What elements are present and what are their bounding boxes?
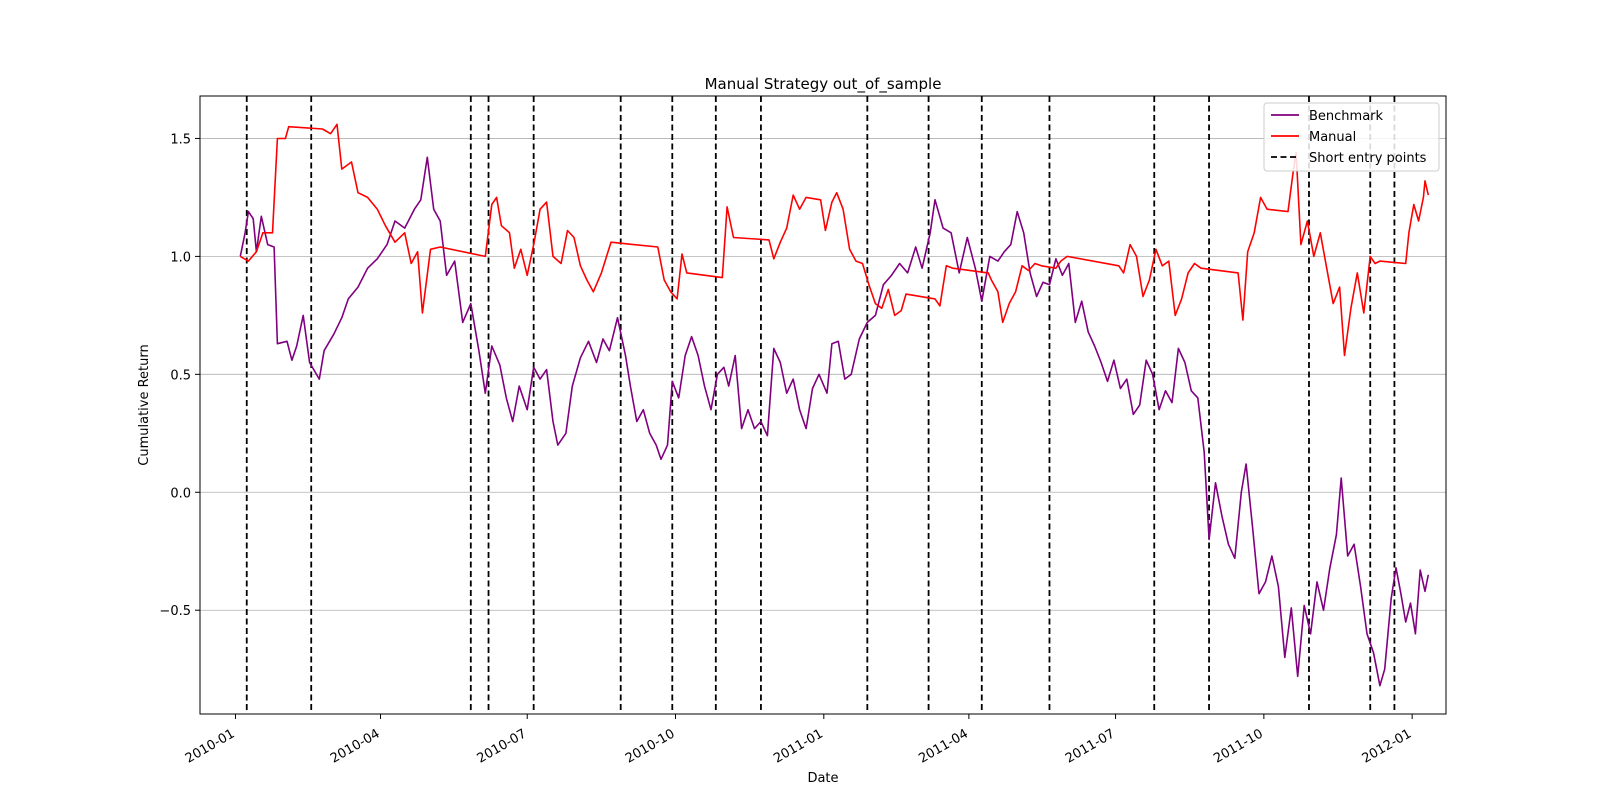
y-tick-label: −0.5 (159, 604, 191, 619)
grid-layer (200, 138, 1446, 611)
x-tick-label: 2011-01 (771, 726, 826, 766)
plot-frame (199, 95, 1447, 715)
series-line-manual (239, 123, 1430, 357)
x-axis-label: Date (807, 771, 838, 786)
y-axis-label: Cumulative Return (137, 344, 152, 465)
y-tick-label: 0.0 (170, 486, 191, 501)
legend-label: Short entry points (1309, 151, 1427, 166)
x-tick-label: 2010-10 (623, 726, 678, 766)
x-tick-label: 2011-07 (1063, 726, 1118, 766)
x-tick-label: 2010-04 (328, 726, 383, 766)
y-tick-label: 1.5 (170, 132, 191, 147)
chart-title: Manual Strategy out_of_sample (705, 75, 942, 94)
legend-box (1263, 102, 1440, 172)
legend: Benchmark Manual Short entry points (1263, 102, 1440, 172)
short-entry-lines (245, 96, 1396, 714)
x-tick-label: 2012-01 (1360, 726, 1415, 766)
x-tick-label: 2010-01 (183, 726, 238, 766)
y-axis: −0.5 0.0 0.5 1.0 1.5 (159, 132, 200, 619)
y-tick-label: 0.5 (170, 368, 191, 383)
x-tick-label: 2010-07 (475, 726, 530, 766)
x-axis: 2010-01 2010-04 2010-07 2010-10 2011-01 2011-… (183, 714, 1414, 767)
legend-label: Manual (1309, 130, 1356, 145)
series-line-benchmark (239, 156, 1430, 687)
legend-label: Benchmark (1309, 109, 1384, 124)
x-tick-label: 2011-10 (1211, 726, 1266, 766)
y-tick-label: 1.0 (170, 250, 191, 265)
series-layer (239, 123, 1430, 687)
x-tick-label: 2011-04 (916, 726, 971, 766)
